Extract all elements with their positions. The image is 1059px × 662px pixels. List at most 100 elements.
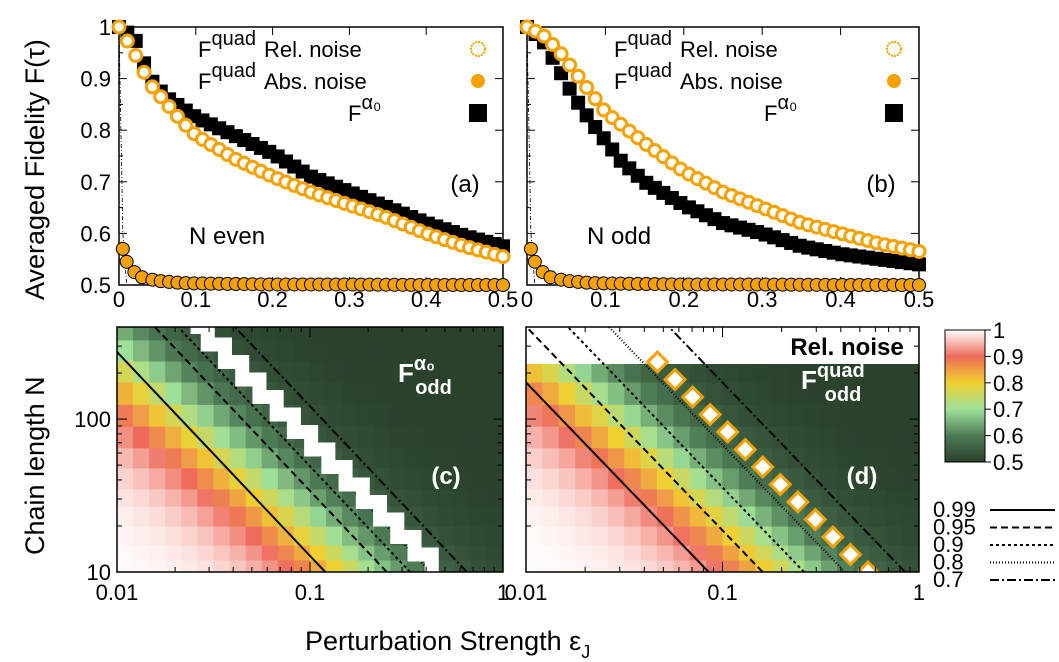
legend-marker-falpha0	[469, 104, 487, 122]
heatmap-cell	[673, 447, 691, 469]
heatmap-cell	[902, 404, 919, 427]
heatmap-cell	[706, 506, 724, 527]
heatmap-cell	[542, 559, 560, 572]
heatmap-cell	[454, 447, 472, 469]
heatmap-cell	[149, 404, 166, 427]
heatmap-cell	[486, 488, 503, 507]
heatmap-cell	[245, 327, 263, 341]
heatmap-cell	[706, 525, 724, 546]
heatmap-cell	[624, 488, 642, 507]
x-axis-label: Perturbation Strength εJ	[305, 626, 590, 662]
heatmap-cell	[869, 525, 887, 546]
heatmap-cell	[607, 559, 625, 572]
heatmap-cell	[820, 426, 838, 449]
heatmap-cell	[853, 364, 871, 383]
heatmap-cell	[470, 525, 488, 546]
heatmap-cell	[197, 360, 215, 383]
heatmap-cell	[470, 447, 488, 469]
heatmap-cell	[181, 559, 199, 572]
heatmap-cell	[591, 364, 609, 383]
heatmap-cell	[454, 525, 472, 546]
heatmap-cell	[245, 525, 263, 546]
heatmap-cell	[575, 545, 593, 561]
heatmap-cell	[486, 381, 503, 405]
heatmap-cell	[422, 339, 440, 362]
data-point-rel-noise	[579, 79, 595, 95]
heatmap-cell	[486, 525, 503, 546]
heatmap-cell	[197, 506, 215, 527]
contour-legend-label: 0.7	[933, 567, 964, 592]
heatmap-cell	[358, 447, 375, 469]
heatmap-cell	[277, 559, 295, 572]
heatmap-cell	[454, 381, 472, 405]
heatmap-cell	[755, 364, 773, 383]
heatmap-cell	[277, 545, 295, 561]
heatmap-cell	[902, 364, 919, 383]
heatmap-cell	[277, 506, 295, 527]
heatmap-cell	[902, 506, 919, 527]
heatmap-cell	[804, 381, 822, 405]
heatmap-cell	[374, 426, 392, 449]
heatmap-cell	[673, 467, 691, 490]
heatmap-cell	[542, 404, 560, 427]
heatmap-cell	[229, 327, 247, 341]
heatmap-cell	[197, 559, 215, 572]
legend-text: Rel. noise	[264, 37, 362, 62]
heatmap-cell	[165, 525, 182, 546]
heatmap-cell	[771, 559, 789, 572]
heatmap-cell	[229, 488, 247, 507]
panel-annotation: N odd	[587, 223, 651, 250]
heatmap-cell	[213, 447, 231, 469]
heatmap-cell	[526, 506, 543, 527]
heatmap-cell	[804, 559, 822, 572]
heatmap-cell	[886, 426, 904, 449]
heatmap-cell	[558, 506, 576, 527]
marked-band-diamond	[663, 367, 688, 392]
data-point-abs-noise	[119, 254, 134, 269]
heatmap-cell	[591, 488, 609, 507]
heatmap-cell	[640, 447, 658, 469]
heatmap-cell	[454, 426, 472, 449]
heatmap-cell	[804, 426, 822, 449]
heatmap-cell	[390, 404, 408, 427]
heatmap-cell	[640, 559, 658, 572]
x-tick-label: 1	[497, 580, 509, 605]
heatmap-cell	[804, 545, 822, 561]
heatmap-cell	[197, 488, 215, 507]
marked-band-diamond	[803, 507, 828, 532]
heatmap-cell	[470, 339, 488, 362]
heatmap-cell	[526, 364, 543, 383]
heatmap-cell	[213, 545, 231, 561]
x-tick-label: 0.01	[505, 580, 548, 605]
heatmap-cell	[165, 327, 182, 341]
x-tick-label: 0.1	[707, 580, 738, 605]
heatmap-cell	[486, 559, 503, 572]
x-tick-label: 0.1	[590, 287, 621, 312]
heatmap-cells	[117, 327, 503, 572]
marked-band-diamond	[820, 524, 845, 550]
heatmap-cell	[149, 467, 166, 490]
colorbar: 10.90.80.70.60.5	[944, 318, 1024, 475]
heatmap-cell	[755, 545, 773, 561]
heatmap-cell	[673, 426, 691, 449]
heatmap-cell	[326, 525, 343, 546]
heatmap-cell	[229, 506, 247, 527]
panel-label: (c)	[431, 463, 460, 490]
heatmap-cell	[526, 525, 543, 546]
heatmap-cell	[293, 525, 311, 546]
heatmap-cell	[837, 488, 855, 507]
contour-legend-label: 0.95	[933, 515, 976, 540]
y-axis-label-top: Averaged Fidelity F(τ)	[20, 39, 50, 300]
heatmap-cell	[406, 360, 424, 383]
heatmap-cell	[117, 381, 134, 405]
heatmap-cell	[358, 506, 375, 527]
heatmap-cell	[277, 360, 295, 383]
heatmap-cell	[133, 339, 150, 362]
heatmap-cell	[486, 327, 503, 341]
heatmap-cell	[624, 364, 642, 383]
heatmap-cell	[771, 404, 789, 427]
heatmap-cell	[869, 447, 887, 469]
panel-caption: Rel. noise	[790, 334, 903, 361]
heatmap-cell	[293, 467, 311, 490]
heatmap-cell	[293, 360, 311, 383]
